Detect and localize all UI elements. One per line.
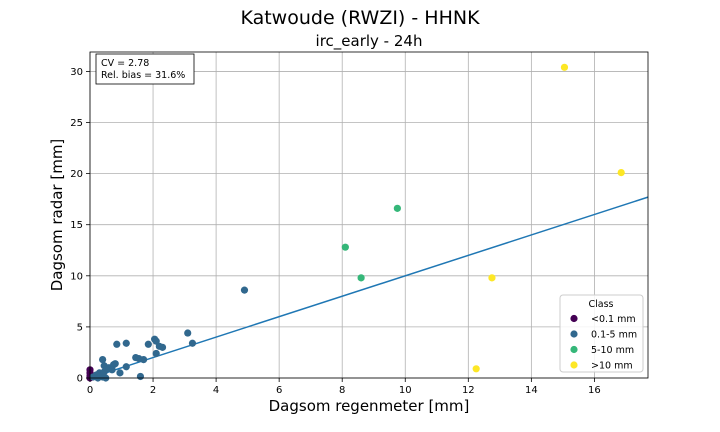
data-point xyxy=(139,356,148,364)
plot-frame xyxy=(89,51,649,379)
stats-box: CV = 2.78 Rel. bias = 31.6% xyxy=(95,53,195,85)
data-point xyxy=(240,286,249,294)
data-point xyxy=(144,340,152,348)
chart-title: irc_early - 24h xyxy=(316,32,423,51)
data-point xyxy=(617,168,625,177)
data-point xyxy=(560,63,569,71)
x-ticks: 0 2 4 6 8 10 12 14 16 xyxy=(87,378,601,396)
stats-box-frame xyxy=(95,53,195,85)
y-axis-label: Dagsom radar [mm] xyxy=(48,139,66,292)
legend-label: 5-10 mm xyxy=(591,345,634,356)
y-tick-label: 15 xyxy=(70,220,83,231)
y-tick-label: 30 xyxy=(70,67,83,78)
legend-label: <0.1 mm xyxy=(591,314,636,325)
data-point xyxy=(122,363,130,371)
x-tick-label: 2 xyxy=(150,385,156,396)
data-point xyxy=(136,372,145,381)
data-point xyxy=(488,274,496,282)
data-point xyxy=(341,243,349,251)
legend-marker xyxy=(570,314,578,323)
legend-label: >10 mm xyxy=(591,361,633,372)
data-point xyxy=(357,274,365,282)
legend-marker xyxy=(570,361,578,369)
x-tick-label: 14 xyxy=(525,385,538,396)
legend-frame xyxy=(559,294,644,373)
data-point xyxy=(393,204,401,212)
y-ticks: 0 5 10 15 20 25 30 xyxy=(70,67,90,385)
y-tick-label: 20 xyxy=(70,169,83,180)
x-tick-label: 10 xyxy=(399,385,412,396)
data-point xyxy=(111,360,119,368)
x-axis-label: Dagsom regenmeter [mm] xyxy=(269,397,470,415)
y-tick-label: 10 xyxy=(70,271,83,282)
x-tick-label: 0 xyxy=(87,385,93,396)
x-tick-label: 6 xyxy=(276,385,282,396)
stats-cv: CV = 2.78 xyxy=(101,58,149,69)
y-tick-label: 25 xyxy=(70,118,83,129)
y-tick-label: 5 xyxy=(77,322,83,333)
data-point xyxy=(99,356,107,364)
x-tick-label: 12 xyxy=(462,385,475,396)
data-point xyxy=(116,369,124,377)
x-tick-label: 8 xyxy=(339,385,345,396)
y-tick-label: 0 xyxy=(77,374,83,385)
legend: Class <0.1 mm 0.1-5 mm 5-10 mm >10 mm xyxy=(559,294,644,373)
data-point xyxy=(152,349,160,358)
suptitle: Katwoude (RWZI) - HHNK xyxy=(240,7,480,29)
x-tick-label: 16 xyxy=(588,385,601,396)
data-point xyxy=(188,339,197,347)
legend-marker xyxy=(570,330,578,338)
stats-rel-bias: Rel. bias = 31.6% xyxy=(101,70,185,81)
legend-marker xyxy=(570,345,578,354)
legend-title: Class xyxy=(589,299,614,310)
data-point xyxy=(184,329,192,337)
legend-items: <0.1 mm 0.1-5 mm 5-10 mm >10 mm xyxy=(570,314,637,372)
x-tick-label: 4 xyxy=(213,385,219,396)
fit-line xyxy=(89,196,649,379)
data-point xyxy=(158,343,167,351)
plot-area: 0 2 4 6 8 10 12 14 16 0 5 10 15 20 25 30 xyxy=(70,51,649,396)
data-point xyxy=(472,365,480,373)
fit-line-layer xyxy=(89,196,649,379)
data-point xyxy=(113,340,121,348)
legend-label: 0.1-5 mm xyxy=(591,330,637,341)
data-point xyxy=(122,339,130,347)
plot-background xyxy=(90,52,648,378)
